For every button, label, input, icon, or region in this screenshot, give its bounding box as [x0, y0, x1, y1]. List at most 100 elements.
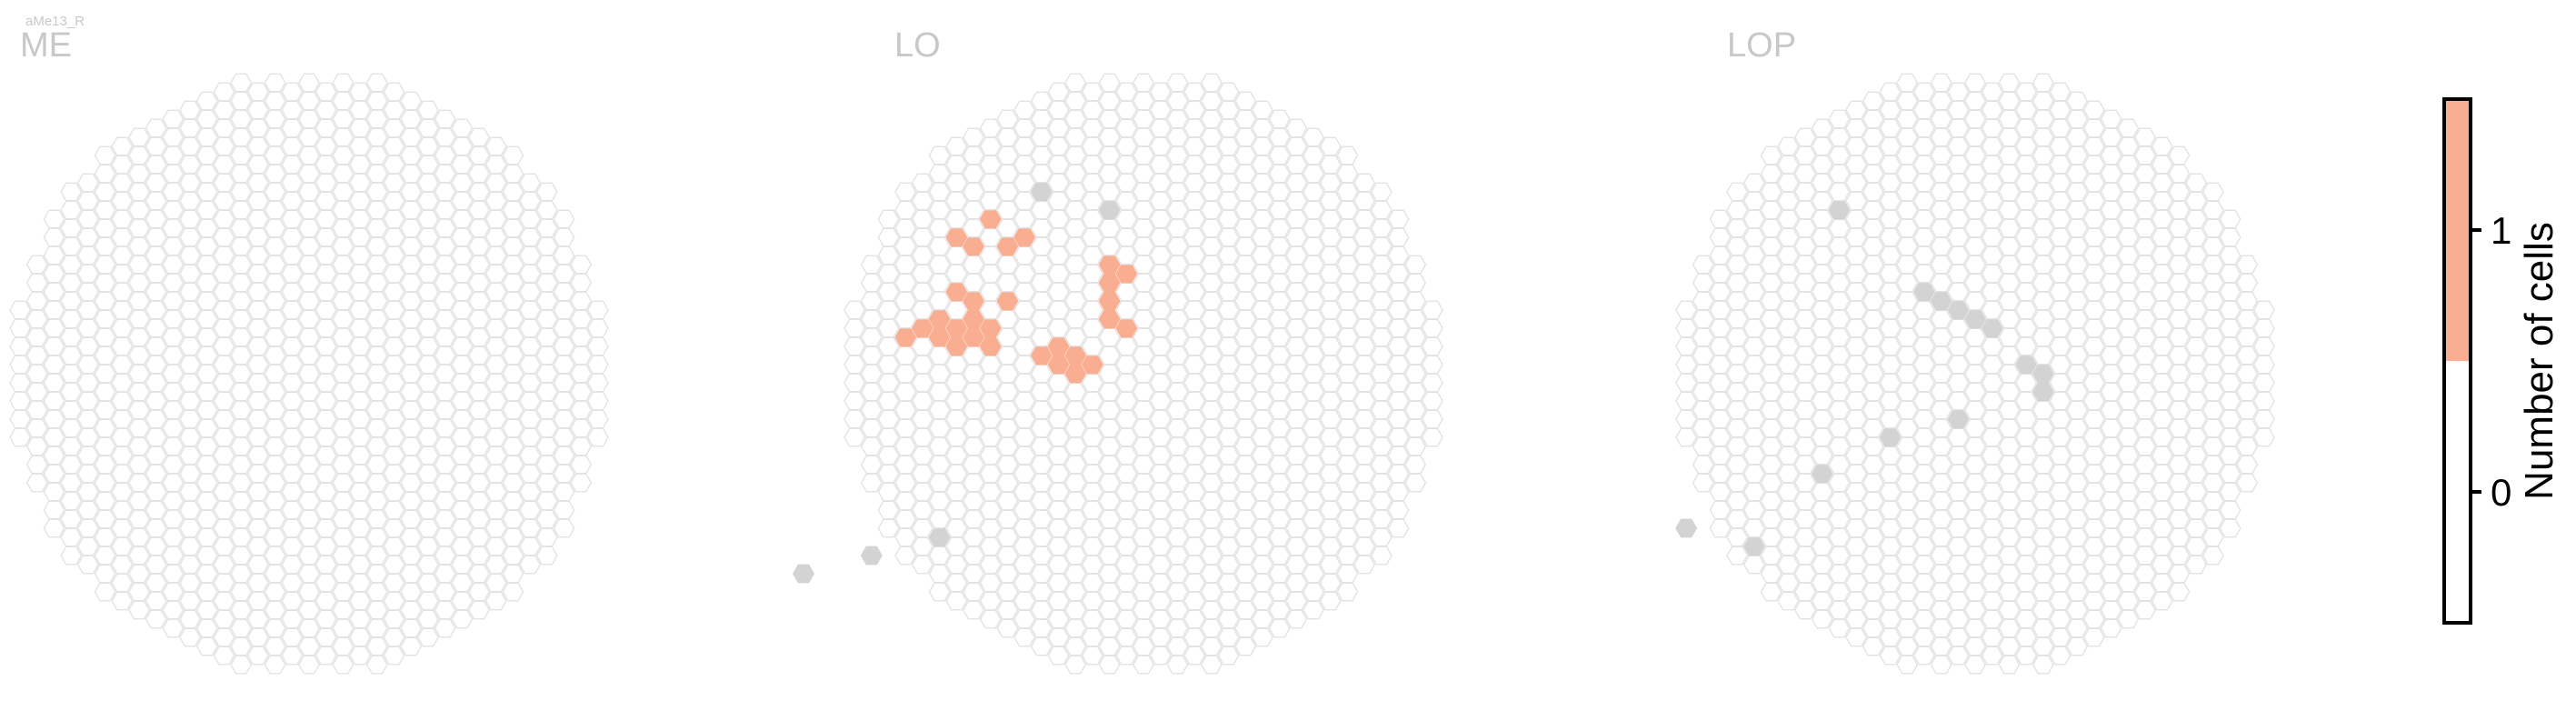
hex-cell: [586, 336, 609, 356]
hex-cell: [1760, 473, 1782, 493]
hex-cell: [484, 500, 507, 520]
hex-cell: [1285, 136, 1308, 156]
hex-cell: [349, 409, 372, 429]
hex-cell: [1760, 527, 1782, 547]
hex-cell: [195, 600, 218, 620]
hex-cell: [2100, 582, 2122, 602]
hex-cell: [928, 364, 951, 384]
hex-cell: [1200, 527, 1223, 547]
hex-cell: [877, 245, 900, 265]
hex-cell: [1319, 209, 1342, 229]
hex-cell: [76, 518, 99, 538]
hex-cell: [570, 309, 593, 329]
hex-cell: [2082, 118, 2105, 138]
hex-cell: [1879, 282, 1902, 302]
hex-cell: [315, 427, 337, 447]
hex-cell: [230, 582, 253, 602]
hex-cell: [1998, 564, 2021, 584]
hex-cell: [928, 473, 951, 493]
hex-cell: [9, 391, 32, 411]
hex-cell: [1760, 564, 1782, 584]
hex-cell: [315, 464, 337, 484]
hex-cell: [911, 245, 934, 265]
hex-cell: [162, 200, 185, 220]
hex-cell: [1963, 400, 1987, 420]
hex-cell: [349, 318, 372, 338]
hex-cell: [2202, 455, 2224, 475]
hex-cell: [2236, 364, 2259, 384]
hex-cell: [1149, 136, 1172, 156]
hex-cell: [962, 527, 985, 547]
hex-cell: [1930, 509, 1952, 529]
hex-cell: [2117, 318, 2140, 338]
hex-cell: [2133, 309, 2157, 329]
hex-cell: [519, 209, 542, 229]
hex-cell: [264, 109, 286, 129]
hex-cell: [1030, 509, 1053, 529]
hex-cell: [264, 236, 286, 256]
hex-cell: [145, 500, 167, 520]
hex-cell: [535, 327, 558, 347]
hex-cell: [213, 646, 235, 666]
hex-cell: [416, 118, 439, 138]
hex-cell: [94, 564, 116, 584]
hex-cell: [246, 173, 269, 193]
hex-cell: [2066, 145, 2089, 165]
hex-cell: [1963, 236, 1987, 256]
hex-cell: [1200, 400, 1223, 420]
hex-cell: [1862, 473, 1884, 493]
hex-cell: [416, 355, 439, 375]
hex-cell: [484, 409, 507, 429]
hex-cell: [1353, 300, 1376, 320]
hex-cell: [1149, 191, 1172, 211]
hex-cell: [1081, 136, 1103, 156]
hex-cell: [1370, 436, 1393, 456]
hex-cell: [400, 418, 423, 438]
hex-cell: [467, 291, 491, 311]
hex-cell: [1149, 518, 1172, 538]
hex-cell: [1234, 309, 1257, 329]
hex-cell: [1098, 182, 1121, 202]
hex-cell: [1302, 345, 1325, 366]
hex-cell: [2066, 236, 2089, 256]
hex-cell: [1998, 327, 2021, 347]
hex-cell-filled: [979, 209, 1002, 229]
hex-cell: [162, 236, 185, 256]
hex-cell: [2032, 218, 2054, 238]
hex-cell: [962, 273, 985, 293]
hex-cell: [1302, 182, 1325, 202]
hex-cell: [1268, 127, 1291, 147]
hex-cell: [945, 573, 968, 593]
hex-cell: [195, 182, 218, 202]
hex-cell: [451, 446, 474, 466]
hex-cell: [1896, 309, 1919, 329]
hex-cell: [1149, 391, 1172, 411]
hex-cell: [1742, 555, 1765, 575]
hex-cell: [1709, 336, 1732, 356]
hex-cell: [2151, 591, 2173, 611]
hex-cell: [911, 209, 934, 229]
hex-cell: [996, 200, 1019, 220]
hex-cell: [844, 300, 866, 320]
hex-grid-me: [9, 73, 609, 675]
hex-cell: [2100, 164, 2122, 184]
hex-cell: [894, 255, 917, 275]
hex-cell: [1353, 282, 1376, 302]
hex-cell: [2252, 336, 2275, 356]
hex-cell: [2202, 327, 2224, 347]
hex-cell: [127, 473, 151, 493]
hex-cell: [1912, 409, 1935, 429]
hex-cell: [1981, 173, 2003, 193]
hex-cell: [1845, 264, 1868, 284]
hex-cell: [1709, 391, 1732, 411]
hex-cell: [1217, 100, 1240, 120]
hex-cell: [195, 491, 218, 511]
hex-cell: [519, 282, 542, 302]
hex-cell: [996, 109, 1019, 129]
hex-cell: [1896, 164, 1919, 184]
hex-cell-filled: [945, 282, 968, 302]
hex-cell: [877, 446, 900, 466]
hex-cell: [2202, 527, 2224, 547]
hex-cell: [1947, 155, 1970, 175]
hex-cell: [297, 473, 321, 493]
